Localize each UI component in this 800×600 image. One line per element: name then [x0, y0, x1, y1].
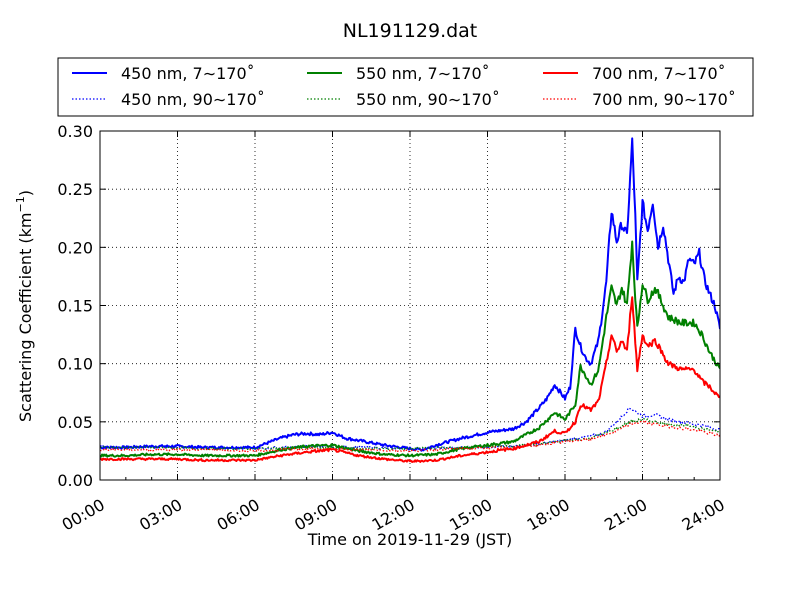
legend: 450 nm, 7∼170˚ 550 nm, 7∼170˚ 700 nm, 7∼17…	[57, 57, 754, 117]
x-tick-label: 24:00	[679, 495, 728, 535]
series-line-5	[100, 296, 720, 463]
chart-title: NL191129.dat	[343, 20, 478, 42]
x-tick-label: 09:00	[291, 495, 340, 535]
y-axis-label-main: Scattering Coefficient (km	[16, 212, 35, 422]
y-tick-label: 0.25	[57, 180, 93, 199]
x-tick-label: 18:00	[524, 495, 573, 535]
y-tick-label: 0.15	[57, 297, 93, 316]
x-axis-label: Time on 2019-11-29 (JST)	[307, 530, 512, 549]
y-tick-label: 0.30	[57, 122, 93, 141]
legend-label-5: 700 nm, 7∼170˚	[592, 64, 726, 83]
series-line-6	[100, 420, 720, 453]
x-tick-label: 03:00	[136, 495, 185, 535]
x-tick-label: 12:00	[369, 495, 418, 535]
series-line-3	[100, 240, 720, 458]
legend-box	[57, 57, 754, 117]
series-layer	[100, 137, 720, 463]
series-line-2	[100, 407, 720, 451]
y-axis-label-superscript: −1	[14, 196, 27, 212]
x-tick-label: 15:00	[446, 495, 495, 535]
legend-label-3: 550 nm, 7∼170˚	[356, 64, 490, 83]
y-tick-label: 0.20	[57, 238, 93, 257]
y-tick-label: 0.05	[57, 413, 93, 432]
y-axis-label-end: )	[16, 190, 35, 196]
y-tick-label: 0.00	[57, 471, 93, 490]
x-tick-label: 06:00	[214, 495, 263, 535]
grid	[99, 130, 721, 481]
legend-label-2: 450 nm, 90∼170˚	[121, 90, 265, 109]
x-tick-label: 00:00	[59, 495, 108, 535]
x-tick-label: 21:00	[601, 495, 650, 535]
axis-ticks: 0.00 0.05 0.10 0.15 0.20 0.25 0.30 00:00 03:00 06…	[57, 122, 728, 535]
legend-label-6: 700 nm, 90∼170˚	[592, 90, 736, 109]
series-line-4	[100, 418, 720, 451]
legend-label-4: 550 nm, 90∼170˚	[356, 90, 500, 109]
y-tick-label: 0.10	[57, 355, 93, 374]
y-axis-label: Scattering Coefficient (km−1)	[14, 190, 35, 422]
legend-label-1: 450 nm, 7∼170˚	[121, 64, 255, 83]
